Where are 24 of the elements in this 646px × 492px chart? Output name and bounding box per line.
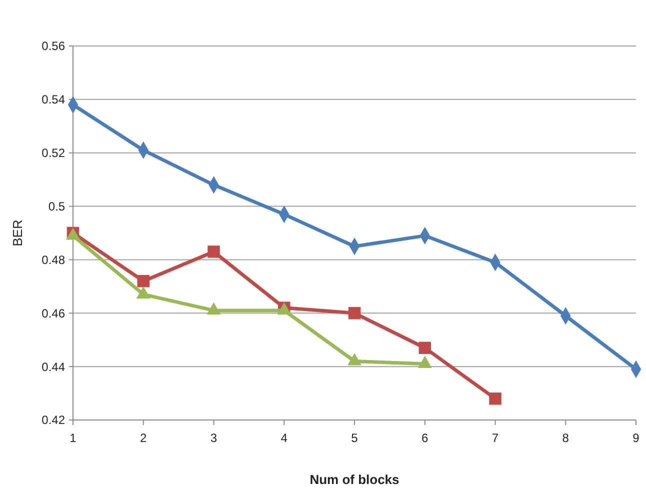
point (489, 392, 502, 405)
x-tick-label: 2 (140, 431, 148, 445)
x-tick-label: 9 (632, 431, 640, 445)
y-tick-label: 0.46 (42, 306, 66, 320)
y-tick-label: 0.44 (42, 360, 66, 374)
y-tick-label: 0.42 (42, 413, 66, 428)
y-tick-label: 0.54 (42, 92, 66, 107)
point (348, 307, 361, 320)
x-tick-label: 6 (422, 431, 429, 445)
y-tick-label: 0.5 (48, 199, 66, 214)
point (418, 342, 431, 354)
x-tick-label: 7 (492, 431, 499, 445)
x-tick-label: 8 (562, 431, 570, 445)
y-tick-label: 0.52 (42, 146, 66, 160)
point (208, 246, 220, 258)
x-tick-label: 1 (70, 431, 77, 445)
x-tick-label: 4 (280, 431, 288, 445)
y-tick-label: 0.48 (42, 252, 66, 267)
y-axis-title: BER (10, 220, 25, 246)
x-tick-label: 5 (351, 431, 358, 445)
y-tick-label: 0.56 (42, 39, 66, 54)
point (137, 274, 150, 288)
x-tick-label: 3 (210, 431, 218, 445)
x-axis-title: Num of blocks (310, 472, 400, 487)
